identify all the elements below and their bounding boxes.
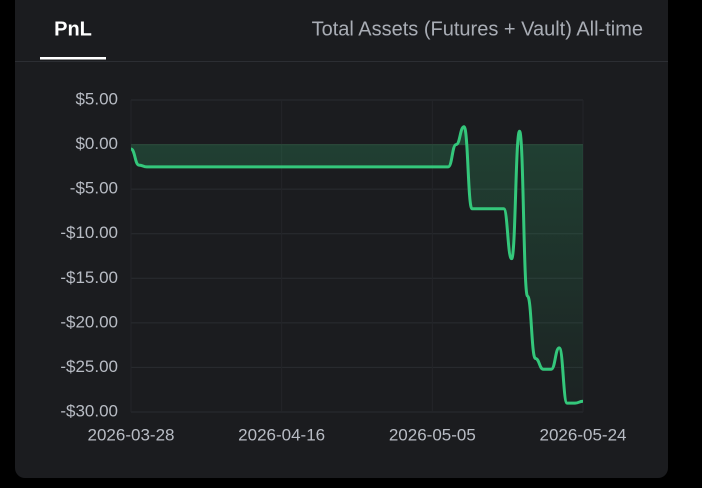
y-tick-label: -$5.00 (70, 179, 118, 198)
x-tick-label: 2026-04-16 (238, 425, 325, 444)
y-tick-label: -$30.00 (60, 401, 118, 420)
line (130, 125, 584, 405)
x-tick-label: 2026-03-28 (88, 425, 175, 444)
tab-underline (40, 57, 106, 60)
y-tick-label: $5.00 (75, 89, 118, 108)
card (15, 0, 668, 478)
y-tick-label: $0.00 (75, 134, 118, 153)
tab[interactable]: Total Assets (Futures + Vault) All-time (312, 18, 643, 40)
x-tick-label: 2026-05-05 (389, 425, 476, 444)
y-tick-label: -$25.00 (60, 357, 118, 376)
y-tick-label: -$10.00 (60, 223, 118, 242)
tab-active[interactable]: PnL (54, 18, 92, 40)
y-tick-label: -$20.00 (60, 312, 118, 331)
y-tick-label: -$15.00 (60, 268, 118, 287)
x-tick-label: 2026-05-24 (540, 425, 627, 444)
